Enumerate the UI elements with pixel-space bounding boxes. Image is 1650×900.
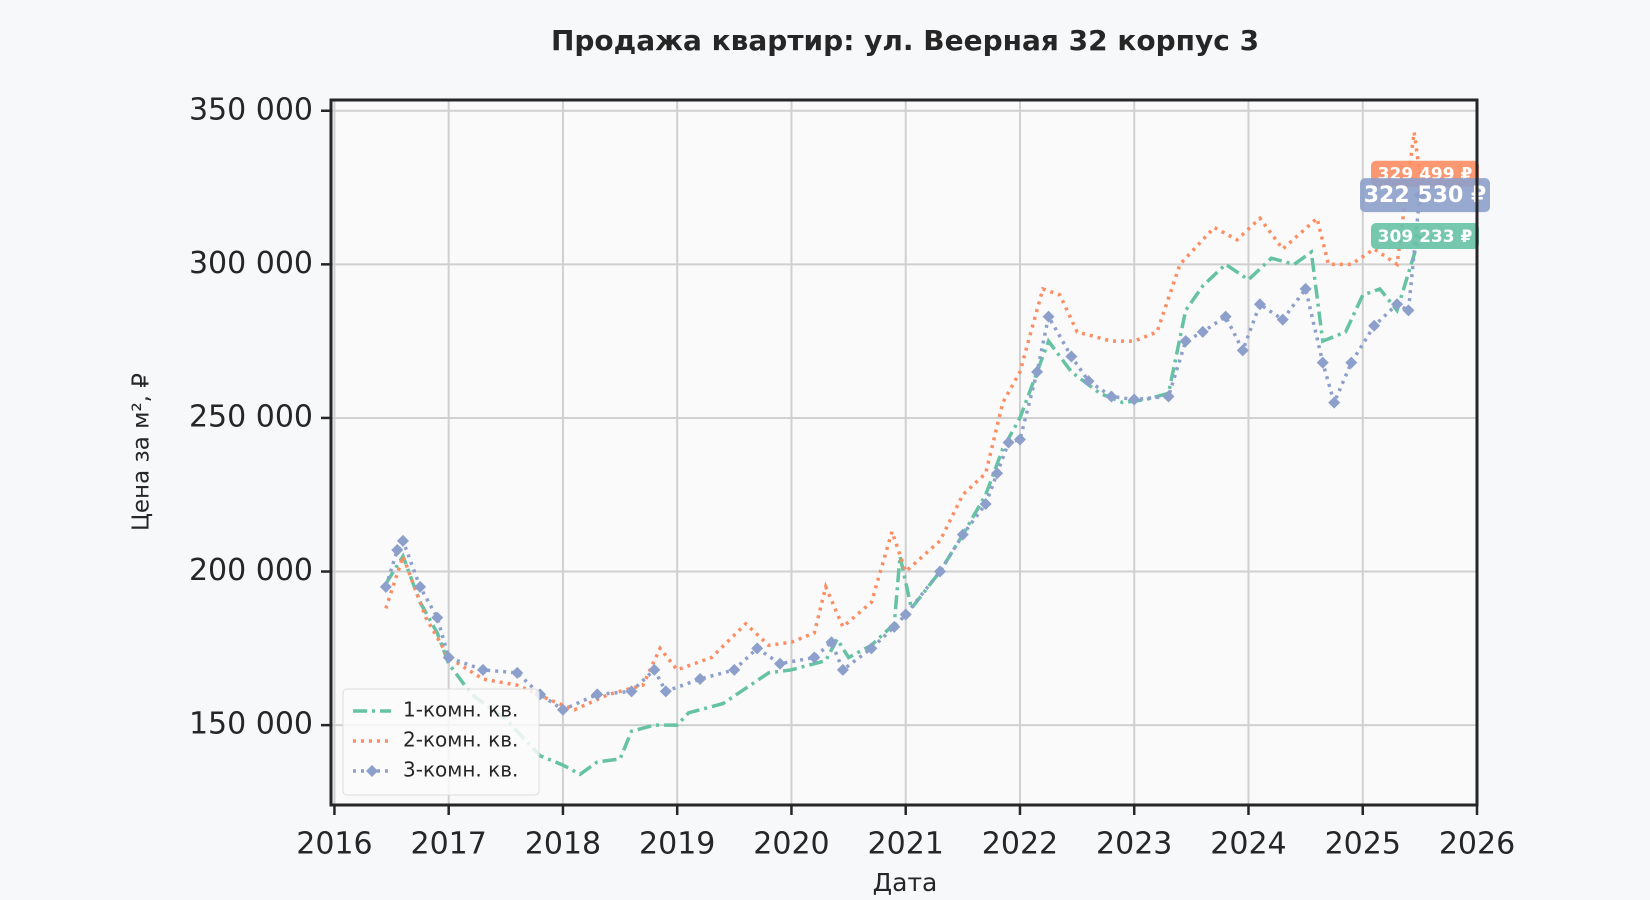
point-marker	[648, 663, 661, 676]
annotation-box	[1360, 178, 1490, 213]
x-tick-label: 2025	[1325, 827, 1401, 862]
point-marker	[1162, 390, 1175, 403]
y-tick-label: 200 000	[189, 553, 313, 588]
point-marker	[1031, 365, 1044, 378]
x-tick-label: 2021	[868, 827, 944, 862]
point-marker	[694, 673, 707, 686]
point-marker	[728, 663, 741, 676]
point-marker	[1013, 433, 1026, 446]
point-marker	[625, 685, 638, 698]
plot-area	[331, 100, 1477, 805]
x-axis-label: Дата	[873, 868, 938, 897]
point-marker	[1368, 319, 1381, 332]
point-marker	[1082, 375, 1095, 388]
x-tick-label: 2022	[982, 827, 1058, 862]
point-marker	[1105, 390, 1118, 403]
point-marker	[1299, 282, 1312, 295]
x-tick-label: 2019	[639, 827, 715, 862]
x-tick-label: 2016	[296, 827, 372, 862]
legend-label: 1-комн. кв.	[403, 698, 518, 722]
point-marker	[476, 663, 489, 676]
point-marker	[591, 688, 604, 701]
y-tick-label: 350 000	[189, 92, 313, 127]
point-marker	[899, 608, 912, 621]
legend-box	[342, 688, 540, 796]
point-marker	[431, 611, 444, 624]
y-tick-label: 250 000	[189, 399, 313, 434]
series-line	[384, 132, 1422, 712]
point-marker	[556, 703, 569, 716]
point-marker	[1391, 298, 1404, 311]
point-marker	[1002, 436, 1015, 449]
x-tick-label: 2017	[411, 827, 487, 862]
point-marker	[414, 580, 427, 593]
point-marker	[808, 651, 821, 664]
point-marker	[979, 497, 992, 510]
y-tick-label: 300 000	[189, 246, 313, 281]
point-marker	[751, 642, 764, 655]
point-marker	[391, 544, 404, 557]
point-marker	[836, 663, 849, 676]
annotation-label: 309 233 ₽	[1378, 227, 1473, 247]
x-tick-label: 2023	[1096, 827, 1172, 862]
legend: 1-комн. кв. 2-комн. кв. 3-комн. кв.	[342, 688, 540, 796]
annotation-box	[1371, 222, 1479, 249]
point-marker	[1042, 310, 1055, 323]
point-marker	[511, 666, 524, 679]
x-tick-label: 2020	[753, 827, 829, 862]
point-marker	[774, 657, 787, 670]
plot-frame	[329, 98, 1479, 807]
point-marker	[991, 467, 1004, 480]
point-marker	[865, 642, 878, 655]
chart-title: Продажа квартир: ул. Веерная 32 корпус 3	[551, 24, 1259, 57]
point-marker	[1196, 325, 1209, 338]
point-marker	[1179, 335, 1192, 348]
point-marker	[1345, 356, 1358, 369]
point-marker	[888, 620, 901, 633]
point-marker	[1316, 356, 1329, 369]
point-marker	[1328, 396, 1341, 409]
y-tick-label: 150 000	[189, 707, 313, 742]
point-marker	[1219, 310, 1232, 323]
point-marker	[1276, 313, 1289, 326]
legend-label: 3-комн. кв.	[403, 758, 518, 782]
point-marker	[1236, 344, 1249, 357]
point-marker	[442, 651, 455, 664]
point-marker	[379, 580, 392, 593]
point-marker	[825, 636, 838, 649]
point-marker	[396, 534, 409, 547]
point-marker	[1128, 393, 1141, 406]
x-tick-label: 2024	[1210, 827, 1286, 862]
point-marker	[1065, 350, 1078, 363]
legend-label: 2-комн. кв.	[403, 728, 518, 752]
x-tick-label: 2018	[525, 827, 601, 862]
point-marker	[1402, 304, 1415, 317]
x-tick-label: 2026	[1439, 827, 1515, 862]
legend-marker	[366, 765, 378, 777]
point-marker	[659, 685, 672, 698]
point-marker	[1253, 298, 1266, 311]
point-marker	[956, 528, 969, 541]
y-axis-label: Цена за м², ₽	[129, 373, 155, 531]
point-marker	[933, 565, 946, 578]
annotation-label: 322 530 ₽	[1364, 183, 1486, 208]
